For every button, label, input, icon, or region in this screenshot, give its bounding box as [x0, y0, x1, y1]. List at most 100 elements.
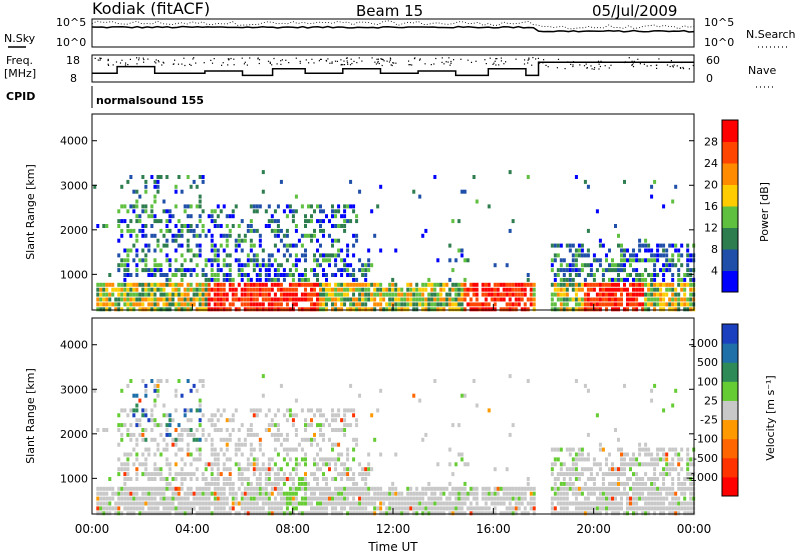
nave-point [147, 58, 149, 60]
power-cell [337, 292, 341, 297]
colorbar-segment [722, 163, 738, 185]
power-cell [364, 263, 368, 268]
velocity-cell [252, 496, 256, 501]
velocity-cell [304, 418, 307, 423]
velocity-cell [249, 506, 253, 511]
power-cell [448, 243, 452, 248]
power-cell [394, 307, 398, 312]
power-cell [282, 277, 286, 282]
power-cell [255, 209, 259, 214]
power-cell [159, 263, 163, 268]
power-cell [216, 287, 220, 292]
velocity-cell [367, 486, 371, 491]
power-cell [653, 287, 657, 292]
power-cell [397, 297, 401, 302]
velocity-cell [159, 491, 163, 496]
power-cell [153, 302, 157, 307]
velocity-cell [397, 501, 401, 506]
velocity-cell [442, 506, 446, 511]
power-cell [168, 282, 172, 287]
nave-point [672, 66, 674, 68]
velocity-cell [457, 423, 461, 428]
velocity-cell [358, 462, 362, 467]
power-cell [686, 302, 690, 307]
power-cell [623, 287, 626, 292]
velocity-cell [165, 447, 169, 452]
velocity-cell [620, 491, 623, 496]
velocity-cell [571, 467, 575, 472]
velocity-cell [120, 511, 124, 516]
velocity-cell [496, 486, 500, 491]
power-cell [99, 282, 103, 287]
power-cell [355, 219, 359, 224]
power-cell [532, 282, 536, 287]
power-cell [505, 287, 509, 292]
power-cell [213, 287, 217, 292]
velocity-cell [258, 496, 262, 501]
power-cell [343, 214, 347, 219]
power-cell [671, 258, 675, 263]
power-cell [614, 287, 617, 292]
power-cell [514, 282, 518, 287]
power-cell [394, 292, 398, 297]
velocity-cell [234, 462, 238, 467]
velocity-cell [165, 496, 169, 501]
velocity-cell [252, 462, 256, 467]
power-cell [120, 233, 124, 238]
power-cell [316, 302, 319, 307]
power-cell [207, 282, 211, 287]
velocity-cell [626, 501, 629, 506]
velocity-cell [361, 486, 365, 491]
velocity-cell [174, 491, 178, 496]
power-cell [322, 268, 325, 273]
velocity-cell [659, 491, 663, 496]
power-cell [123, 292, 127, 297]
velocity-cell [574, 501, 578, 506]
velocity-cell [144, 388, 148, 393]
power-cell [595, 307, 599, 312]
power-cell [586, 248, 590, 253]
power-cell [150, 204, 154, 209]
power-cell [183, 209, 187, 214]
velocity-cell [367, 511, 371, 516]
velocity-cell [313, 486, 316, 491]
velocity-cell [677, 481, 681, 486]
nave-point [495, 64, 497, 66]
velocity-cell [270, 486, 274, 491]
velocity-cell [644, 496, 648, 501]
velocity-cell [144, 501, 148, 506]
velocity-cell [177, 472, 181, 477]
power-cell [310, 204, 313, 209]
power-cell [671, 297, 675, 302]
power-cell [424, 282, 428, 287]
velocity-cell [373, 501, 377, 506]
nave-point [524, 59, 526, 61]
velocity-cell [316, 452, 319, 457]
velocity-cell [388, 496, 392, 501]
power-cell [273, 292, 277, 297]
velocity-cell [571, 472, 575, 477]
power-cell [626, 292, 629, 297]
velocity-cell [526, 481, 530, 486]
power-cell [574, 297, 578, 302]
velocity-cell [102, 486, 106, 491]
power-cell [668, 287, 672, 292]
velocity-cell [310, 486, 313, 491]
power-cell [454, 292, 458, 297]
power-cell [614, 292, 617, 297]
x-tick-label: 12:00 [376, 522, 411, 536]
velocity-cell [294, 462, 298, 467]
velocity-cell [225, 477, 229, 481]
power-cell [156, 307, 160, 312]
velocity-cell [282, 477, 286, 481]
power-cell [174, 292, 178, 297]
power-cell [126, 287, 130, 292]
velocity-cell [689, 457, 693, 462]
power-cell [114, 287, 118, 292]
power-cell [165, 224, 169, 228]
velocity-cell [246, 486, 250, 491]
power-cell [291, 273, 295, 277]
power-cell [592, 258, 596, 263]
power-cell [120, 297, 124, 302]
